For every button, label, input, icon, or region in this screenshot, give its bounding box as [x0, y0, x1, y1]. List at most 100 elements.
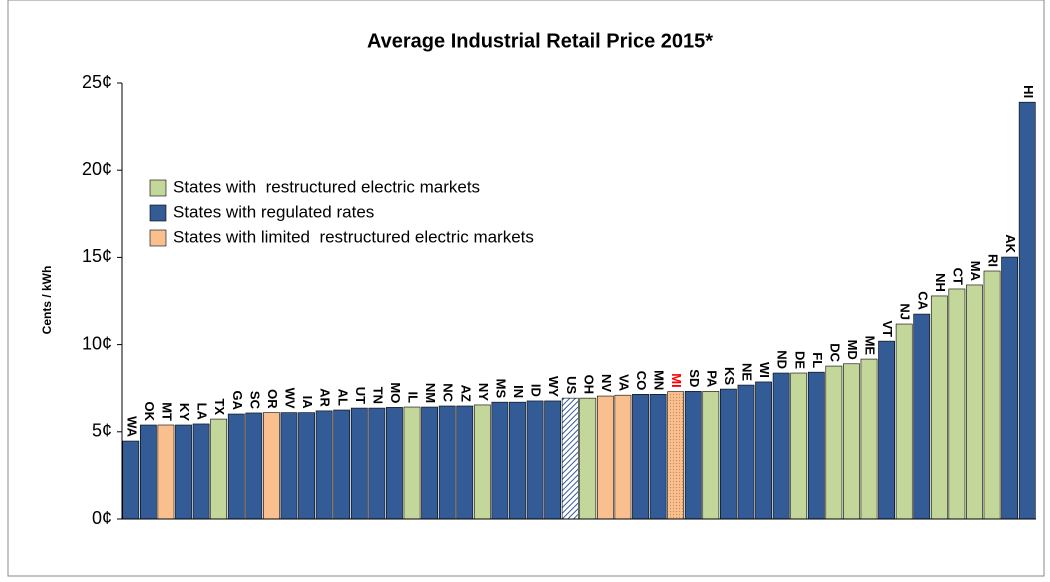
category-label: AR: [318, 388, 333, 407]
bar: [421, 406, 438, 520]
frame: [7, 0, 1045, 577]
category-label: ME: [863, 336, 878, 356]
category-label: WI: [757, 362, 772, 378]
category-label: MA: [968, 261, 983, 282]
category-label: MS: [493, 379, 508, 399]
bar: [122, 440, 140, 520]
category-label: AL: [335, 389, 350, 406]
bar: [403, 406, 421, 520]
bar: [210, 418, 228, 520]
category-label: DE: [792, 351, 807, 369]
category-label: NH: [933, 273, 948, 292]
bar: [684, 391, 702, 520]
category-label: RI: [986, 254, 1001, 267]
category-label: OH: [581, 375, 596, 395]
category-label: NV: [599, 374, 614, 392]
bar: [895, 323, 913, 520]
category-label: GA: [230, 391, 245, 411]
bar: [157, 424, 175, 520]
bar: [966, 284, 983, 520]
category-label: UT: [353, 387, 368, 404]
legend-swatch: [149, 229, 167, 247]
bar: [491, 401, 509, 520]
bar: [139, 424, 157, 520]
bar: [790, 372, 808, 520]
category-label: HI: [1021, 85, 1036, 98]
category-label: FL: [810, 352, 825, 368]
category-label: NY: [476, 383, 491, 401]
category-label: SD: [687, 369, 702, 387]
category-label: MO: [388, 382, 403, 403]
bar: [298, 412, 315, 520]
category-label: LA: [195, 403, 210, 421]
y-tick-label: 20¢: [82, 159, 112, 179]
category-label: SC: [247, 391, 262, 410]
bar: [807, 371, 825, 520]
bar: [843, 363, 860, 520]
category-label: DC: [827, 343, 842, 362]
legend-label: States with regulated rates: [173, 202, 374, 221]
bar: [930, 295, 948, 520]
legend-swatch: [149, 179, 167, 197]
bar: [755, 381, 772, 520]
category-label: IA: [300, 396, 315, 410]
bar: [192, 423, 210, 520]
category-label: OK: [142, 401, 157, 421]
category-label: AK: [1003, 234, 1018, 253]
category-label: VT: [880, 320, 895, 337]
bar: [333, 409, 351, 520]
category-label: KS: [722, 367, 737, 385]
bar: [737, 384, 755, 520]
category-label: ND: [775, 350, 790, 369]
bar: [456, 405, 474, 520]
category-label: IL: [406, 391, 421, 403]
category-label: MT: [160, 402, 175, 421]
bar: [263, 412, 280, 520]
bar: [526, 400, 544, 520]
bar: [1018, 101, 1036, 520]
y-tick-label: 0¢: [92, 508, 112, 528]
category-label: IN: [511, 385, 526, 398]
bar: [614, 394, 632, 520]
bar: [1001, 256, 1019, 520]
bar: [720, 388, 737, 520]
bar: [649, 394, 667, 520]
bar: [350, 407, 368, 520]
bar: [473, 404, 491, 520]
category-label: WA: [124, 416, 139, 438]
category-label: NE: [740, 363, 755, 381]
legend-swatch: [149, 204, 167, 222]
bar: [596, 395, 614, 520]
bar: [175, 424, 192, 520]
legend-label: States with limited restructured electri…: [173, 227, 534, 246]
bar: [825, 365, 843, 520]
bar: [386, 407, 403, 520]
bar: [948, 288, 966, 520]
category-label: ID: [529, 384, 544, 397]
bar: [280, 412, 298, 520]
category-label: TX: [212, 398, 227, 415]
category-label: MD: [845, 340, 860, 360]
y-axis-label: Cents / kWh: [40, 266, 54, 335]
category-label: CO: [634, 371, 649, 391]
y-tick-label: 15¢: [82, 246, 112, 266]
category-label: VA: [617, 374, 632, 392]
bar: [245, 412, 263, 520]
category-label: WV: [283, 388, 298, 409]
bar: [315, 410, 333, 520]
chart-title: Average Industrial Retail Price 2015*: [367, 30, 713, 52]
bar: [913, 313, 931, 520]
category-label: CT: [950, 268, 965, 285]
category-label: NM: [423, 383, 438, 403]
category-label: PA: [704, 370, 719, 388]
bar: [368, 407, 386, 520]
category-label: TN: [370, 387, 385, 404]
bar: [561, 397, 579, 520]
bar: [579, 397, 597, 520]
category-label: WY: [546, 376, 561, 397]
category-label: NC: [441, 383, 456, 402]
bar: [983, 270, 1001, 520]
bar: [544, 400, 562, 520]
category-label: NJ: [898, 303, 913, 320]
